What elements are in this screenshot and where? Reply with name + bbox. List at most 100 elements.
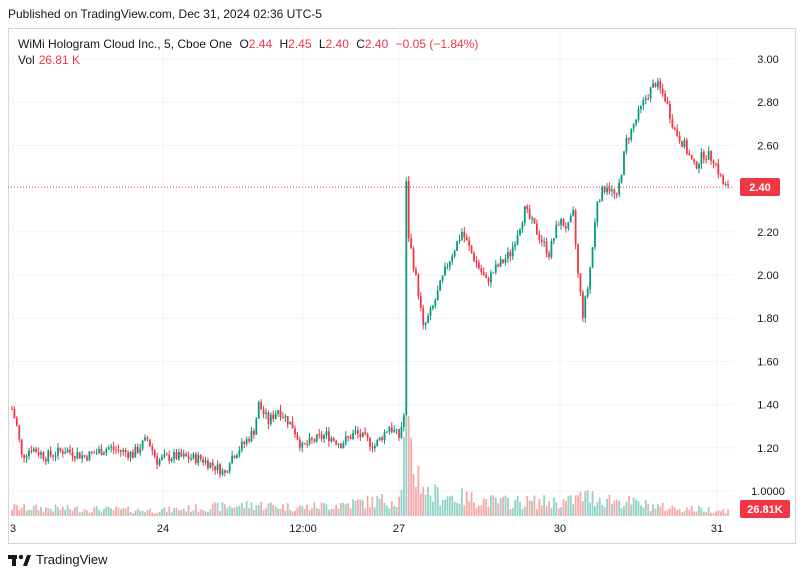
volume-bar (475, 508, 478, 516)
volume-bar (717, 510, 720, 516)
volume-bar (124, 508, 127, 516)
candle-body (170, 458, 173, 462)
volume-bar (555, 502, 558, 516)
candle-body (427, 315, 429, 323)
candle-body (470, 246, 473, 254)
volume-bar (702, 511, 705, 516)
volume-bar (209, 509, 212, 516)
candle-body (216, 464, 219, 471)
candle-body (78, 452, 81, 459)
volume-bar (526, 495, 529, 516)
volume-bar (572, 504, 575, 516)
volume-bar (277, 508, 279, 516)
volume-bar (294, 510, 296, 516)
candle-body (190, 458, 192, 460)
candle-body (76, 452, 79, 459)
candle-body (422, 307, 425, 326)
volume-bar (581, 501, 584, 516)
candle-body (282, 417, 284, 419)
candle-body (228, 463, 231, 472)
volume-bar (112, 510, 115, 516)
volume-bar (185, 511, 188, 516)
candle-body (144, 437, 146, 441)
candle-body (265, 412, 267, 415)
candle-body (364, 432, 367, 435)
candle-body (417, 274, 420, 297)
published-header: Published on TradingView.com, Dec 31, 20… (8, 7, 322, 21)
close-label: C (356, 37, 365, 51)
candle-body (516, 235, 519, 245)
candle-body (115, 449, 117, 451)
candle-body (688, 153, 691, 156)
candle-body (705, 159, 708, 161)
volume-bar (673, 507, 676, 516)
volume-bar (381, 494, 383, 516)
candle-body (584, 296, 587, 318)
volume-bar (223, 504, 226, 516)
tradingview-brand[interactable]: TradingView (8, 552, 108, 567)
candle-body (178, 451, 180, 460)
volume-bar (615, 499, 618, 516)
candle-body (277, 410, 279, 414)
candle-body (327, 431, 330, 442)
volume-bar (352, 499, 354, 516)
candle-body (434, 300, 437, 307)
volume-bar (272, 504, 275, 516)
candle-body (209, 462, 212, 469)
candle-body (511, 246, 514, 257)
volume-bar (647, 503, 650, 516)
volume-bar (642, 507, 645, 516)
volume-bar (536, 509, 538, 516)
candle-body (497, 264, 500, 267)
candle-body (431, 306, 434, 309)
volume-bar (492, 495, 495, 516)
candle-body (139, 448, 142, 453)
candle-body (654, 83, 657, 87)
candle-body (521, 222, 524, 230)
price-chart[interactable]: 3.00 2.80 2.60 2.40 2.20 2.00 1.80 1.60 1.40 1.20… (8, 28, 796, 544)
volume-bar (361, 500, 364, 516)
candle-body (103, 452, 105, 455)
volume-bar (504, 495, 507, 516)
candle-body (308, 437, 311, 445)
volume-bar (28, 509, 30, 516)
candle-body (238, 450, 241, 456)
volume-bar (52, 511, 55, 516)
volume-bar (252, 509, 255, 516)
candle-body (715, 163, 717, 165)
volume-bar (175, 507, 178, 516)
candle-body (81, 455, 84, 459)
candle-body (444, 266, 446, 276)
volume-bar (301, 506, 304, 516)
volume-legend: Vol 26.81 K (18, 52, 80, 68)
volume-bar (678, 509, 681, 516)
candle-body (695, 161, 698, 169)
volume-bar (635, 499, 637, 516)
candle-body (250, 430, 253, 442)
candle-body (446, 266, 449, 268)
volume-bar (127, 506, 130, 516)
volume-bar (139, 510, 142, 516)
y-tick-label: 1.40 (757, 400, 778, 412)
candle-body (598, 200, 601, 202)
candle-body (161, 456, 163, 460)
candle-body (727, 184, 729, 186)
volume-bar (228, 505, 231, 516)
candle-body (180, 451, 183, 457)
candle-body (315, 434, 318, 442)
candle-body (112, 446, 115, 450)
candle-body (240, 441, 243, 451)
volume-bar (514, 499, 517, 516)
volume-bar (499, 498, 502, 516)
volume-bar (490, 495, 492, 516)
candle-body (412, 248, 415, 270)
volume-bar (669, 508, 671, 516)
candle-body (652, 83, 654, 88)
volume-bar (156, 513, 159, 516)
volume-bar (364, 508, 367, 516)
candle-body (717, 163, 720, 175)
candle-body (342, 443, 345, 449)
volume-bar (255, 505, 258, 516)
candle-body (386, 431, 388, 433)
volume-bar (78, 512, 81, 516)
